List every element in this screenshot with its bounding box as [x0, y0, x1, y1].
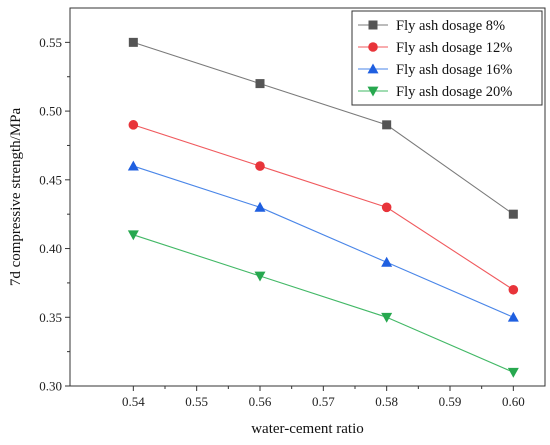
x-tick-label: 0.60	[502, 394, 525, 409]
x-tick-label: 0.54	[122, 394, 145, 409]
legend-marker	[367, 63, 379, 74]
data-point	[382, 120, 392, 130]
series-4	[127, 230, 519, 378]
x-tick-label: 0.55	[185, 394, 208, 409]
data-point	[381, 256, 393, 267]
data-point	[381, 312, 393, 323]
x-tick-label: 0.56	[249, 394, 272, 409]
series-line	[133, 234, 514, 373]
data-point	[254, 271, 266, 282]
data-point	[381, 202, 392, 213]
data-point	[254, 201, 266, 212]
legend-box	[351, 10, 543, 106]
y-tick-label: 0.50	[39, 104, 62, 119]
legend: Fly ash dosage 8% Fly ash dosage 12% Fly a…	[351, 10, 543, 106]
legend-item: Fly ash dosage 16%	[358, 62, 512, 78]
data-point	[508, 284, 519, 295]
series-3	[127, 160, 519, 322]
legend-marker	[367, 86, 379, 97]
y-axis-title: 7d compressive strength/MPa	[8, 108, 24, 287]
plot-frame	[69, 7, 546, 387]
x-axis-title: water-cement ratio	[251, 421, 364, 437]
data-point	[507, 367, 519, 378]
x-tick-label: 0.57	[312, 394, 335, 409]
data-point	[128, 120, 139, 130]
data-point	[508, 209, 518, 219]
plot-area	[69, 7, 546, 387]
series-line	[133, 41, 514, 215]
legend-marker	[368, 42, 378, 52]
legend-item: Fly ash dosage 20%	[358, 84, 512, 100]
x-tick-label: 0.58	[375, 394, 398, 409]
data-point	[127, 230, 139, 241]
data-point	[255, 79, 265, 89]
legend-label: Fly ash dosage 8%	[396, 18, 505, 34]
series-layer	[127, 37, 519, 378]
y-tick-label: 0.35	[39, 310, 62, 325]
y-tick-label: 0.55	[39, 35, 62, 50]
legend-label: Fly ash dosage 20%	[396, 84, 512, 100]
data-point	[128, 37, 138, 47]
series-line	[133, 124, 514, 291]
axes: 0.54 0.55 0.56 0.57 0.58 0.59 0.60 0.30 0.35 0.40…	[39, 35, 524, 409]
data-point	[255, 161, 265, 171]
legend-item: Fly ash dosage 8%	[358, 18, 505, 34]
data-point	[127, 160, 139, 171]
data-point	[507, 311, 519, 322]
series-2	[128, 120, 519, 295]
legend-item: Fly ash dosage 12%	[358, 40, 512, 56]
series-1	[128, 37, 518, 219]
legend-marker	[368, 20, 378, 30]
y-tick-label: 0.30	[39, 379, 62, 394]
legend-label: Fly ash dosage 12%	[396, 40, 512, 56]
series-line	[133, 165, 514, 318]
x-tick-label: 0.59	[439, 394, 462, 409]
legend-label: Fly ash dosage 16%	[396, 62, 512, 78]
y-tick-label: 0.40	[39, 241, 62, 256]
y-tick-label: 0.45	[39, 172, 62, 187]
